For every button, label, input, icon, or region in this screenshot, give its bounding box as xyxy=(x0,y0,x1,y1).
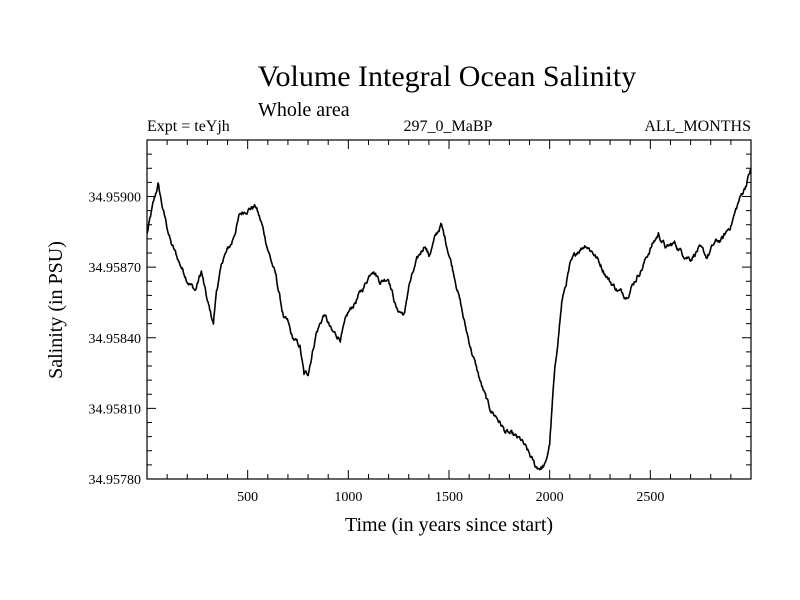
x-tick-label: 500 xyxy=(237,490,258,505)
y-tick-label: 34.95810 xyxy=(89,402,142,417)
y-tick-label: 34.95840 xyxy=(89,332,142,347)
x-tick-label: 1000 xyxy=(334,490,362,505)
x-axis-ticks: 500 1000 1500 2000 2500 xyxy=(237,140,664,505)
chart-subtitle: Whole area xyxy=(258,99,350,121)
period-label: 297_0_MaBP xyxy=(404,118,493,135)
x-tick-label: 2000 xyxy=(536,490,564,505)
experiment-label: Expt = teYjh xyxy=(147,118,230,135)
y-tick-label: 34.95780 xyxy=(89,473,142,488)
minor-ticks xyxy=(147,140,751,479)
x-tick-label: 1500 xyxy=(435,490,463,505)
x-axis-label: Time (in years since start) xyxy=(345,514,553,536)
months-label: ALL_MONTHS xyxy=(644,118,751,135)
x-tick-label: 2500 xyxy=(636,490,664,505)
y-tick-label: 34.95870 xyxy=(89,261,142,276)
y-axis-ticks: 34.95780 34.95810 34.95840 34.95870 34.95900 xyxy=(89,191,751,488)
salinity-series-line xyxy=(146,167,752,471)
y-tick-label: 34.95900 xyxy=(89,191,142,206)
y-axis-label: Salinity (in PSU) xyxy=(45,241,67,379)
plot-frame xyxy=(146,139,752,480)
chart-title: Volume Integral Ocean Salinity xyxy=(258,60,637,93)
